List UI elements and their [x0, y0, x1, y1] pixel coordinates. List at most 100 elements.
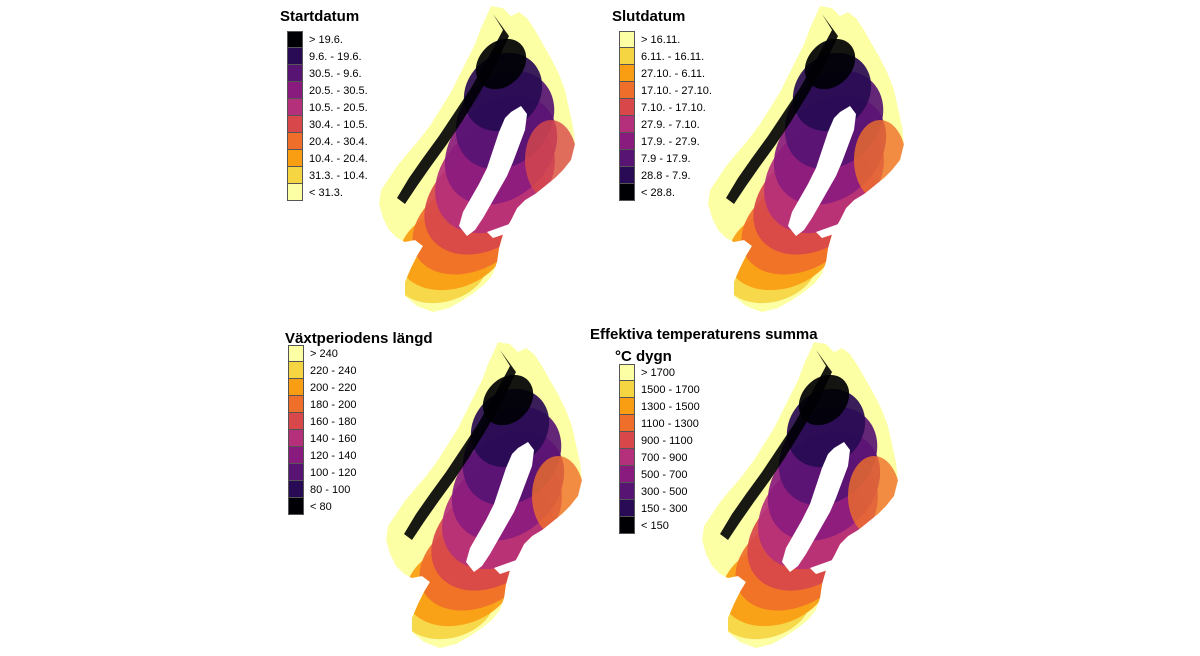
legend-row: 7.9 - 17.9.	[619, 150, 712, 167]
legend-swatch	[619, 500, 635, 517]
panel-vaxtperiodens-langd: Växtperiodens längd > 240 220 - 240 200 - …	[285, 322, 645, 648]
legend-row: 140 - 160	[288, 430, 356, 447]
map-land	[379, 6, 575, 312]
legend-row: < 80	[288, 498, 356, 515]
panel-title: Startdatum	[280, 8, 360, 25]
legend-swatch	[619, 483, 635, 500]
map-slutdatum	[708, 6, 904, 312]
panel-subtitle: °C dygn	[615, 348, 672, 365]
legend-swatch	[288, 379, 304, 396]
legend-label: > 240	[310, 347, 338, 360]
map-mountain-ridge	[404, 350, 516, 540]
legend-label: 900 - 1100	[641, 434, 693, 447]
legend-swatch	[288, 498, 304, 515]
legend-swatch	[619, 517, 635, 534]
legend-label: 500 - 700	[641, 468, 688, 481]
map-water	[788, 106, 856, 236]
legend-label: 160 - 180	[310, 415, 357, 428]
legend-swatch	[619, 466, 635, 483]
legend-label: 20.5. - 30.5.	[309, 84, 368, 97]
legend-label: < 28.8.	[641, 186, 675, 199]
legend-swatch	[619, 432, 635, 449]
legend-label: < 150	[641, 519, 669, 532]
legend-row: 10.5. - 20.5.	[287, 99, 368, 116]
legend-row: 30.5. - 9.6.	[287, 65, 368, 82]
legend-label: 80 - 100	[310, 483, 351, 496]
legend-label: 200 - 220	[310, 381, 357, 394]
legend-row: 500 - 700	[619, 466, 700, 483]
legend-swatch	[288, 447, 304, 464]
legend-label: 1300 - 1500	[641, 400, 700, 413]
legend-row: 17.10. - 27.10.	[619, 82, 712, 99]
map-water	[782, 442, 850, 572]
legend-swatch	[287, 99, 303, 116]
legend-label: < 31.3.	[309, 186, 343, 199]
legend: > 1700 1500 - 1700 1300 - 1500 1100 - 1300 9…	[619, 364, 700, 534]
panel-effektiva-temperaturens-summa: Effektiva temperaturens summa °C dygn > …	[590, 322, 950, 648]
legend-swatch	[288, 464, 304, 481]
panel-startdatum: Startdatum > 19.6. 9.6. - 19.6. 30.5. - 9.…	[280, 0, 640, 320]
legend-row: 80 - 100	[288, 481, 356, 498]
legend-swatch	[287, 150, 303, 167]
map-zone-finland	[532, 456, 582, 536]
legend-label: 180 - 200	[310, 398, 357, 411]
legend-row: 1300 - 1500	[619, 398, 700, 415]
legend-swatch	[619, 415, 635, 432]
legend-row: 700 - 900	[619, 449, 700, 466]
legend-row: 17.9. - 27.9.	[619, 133, 712, 150]
legend-row: 900 - 1100	[619, 432, 700, 449]
legend-row: 10.4. - 20.4.	[287, 150, 368, 167]
legend-label: 10.5. - 20.5.	[309, 101, 368, 114]
legend-label: 6.11. - 16.11.	[641, 50, 705, 63]
legend: > 16.11. 6.11. - 16.11. 27.10. - 6.11. 17.1…	[619, 31, 712, 201]
legend-row: 1100 - 1300	[619, 415, 700, 432]
legend: > 240 220 - 240 200 - 220 180 - 200 160 - 18…	[288, 345, 356, 515]
map-water	[459, 106, 527, 236]
legend-swatch	[288, 481, 304, 498]
legend-swatch	[619, 381, 635, 398]
panel-title: Växtperiodens längd	[285, 330, 433, 347]
map-land	[702, 342, 898, 648]
legend-label: 140 - 160	[310, 432, 357, 445]
legend-row: 300 - 500	[619, 483, 700, 500]
map-water	[816, 210, 880, 238]
legend-swatch	[288, 345, 304, 362]
legend-swatch	[619, 150, 635, 167]
legend-swatch	[288, 362, 304, 379]
legend-label: 10.4. - 20.4.	[309, 152, 368, 165]
legend-swatch	[619, 65, 635, 82]
legend-swatch	[288, 396, 304, 413]
legend-row: 27.9. - 7.10.	[619, 116, 712, 133]
legend-swatch	[619, 48, 635, 65]
legend-row: 28.8 - 7.9.	[619, 167, 712, 184]
map-mountain-ridge	[720, 350, 832, 540]
legend-label: > 1700	[641, 366, 675, 379]
legend-row: 6.11. - 16.11.	[619, 48, 712, 65]
legend-swatch	[287, 116, 303, 133]
map-zone-finland	[848, 456, 898, 536]
legend-row: < 150	[619, 517, 700, 534]
legend: > 19.6. 9.6. - 19.6. 30.5. - 9.6. 20.5. - 3…	[287, 31, 368, 201]
legend-swatch	[287, 167, 303, 184]
legend-label: 17.10. - 27.10.	[641, 84, 712, 97]
legend-label: 27.9. - 7.10.	[641, 118, 700, 131]
legend-row: 30.4. - 10.5.	[287, 116, 368, 133]
legend-row: 1500 - 1700	[619, 381, 700, 398]
legend-row: 150 - 300	[619, 500, 700, 517]
legend-row: 7.10. - 17.10.	[619, 99, 712, 116]
legend-swatch	[619, 82, 635, 99]
legend-row: < 31.3.	[287, 184, 368, 201]
legend-label: 30.5. - 9.6.	[309, 67, 362, 80]
map-water	[487, 210, 551, 238]
map-vaxtperiodens-langd	[386, 342, 582, 648]
legend-row: 160 - 180	[288, 413, 356, 430]
legend-label: 1500 - 1700	[641, 383, 700, 396]
legend-label: 17.9. - 27.9.	[641, 135, 700, 148]
legend-row: 20.4. - 30.4.	[287, 133, 368, 150]
legend-swatch	[619, 184, 635, 201]
map-mountain-ridge	[726, 14, 838, 204]
legend-swatch	[288, 413, 304, 430]
legend-label: 150 - 300	[641, 502, 688, 515]
legend-row: 180 - 200	[288, 396, 356, 413]
legend-label: 700 - 900	[641, 451, 688, 464]
